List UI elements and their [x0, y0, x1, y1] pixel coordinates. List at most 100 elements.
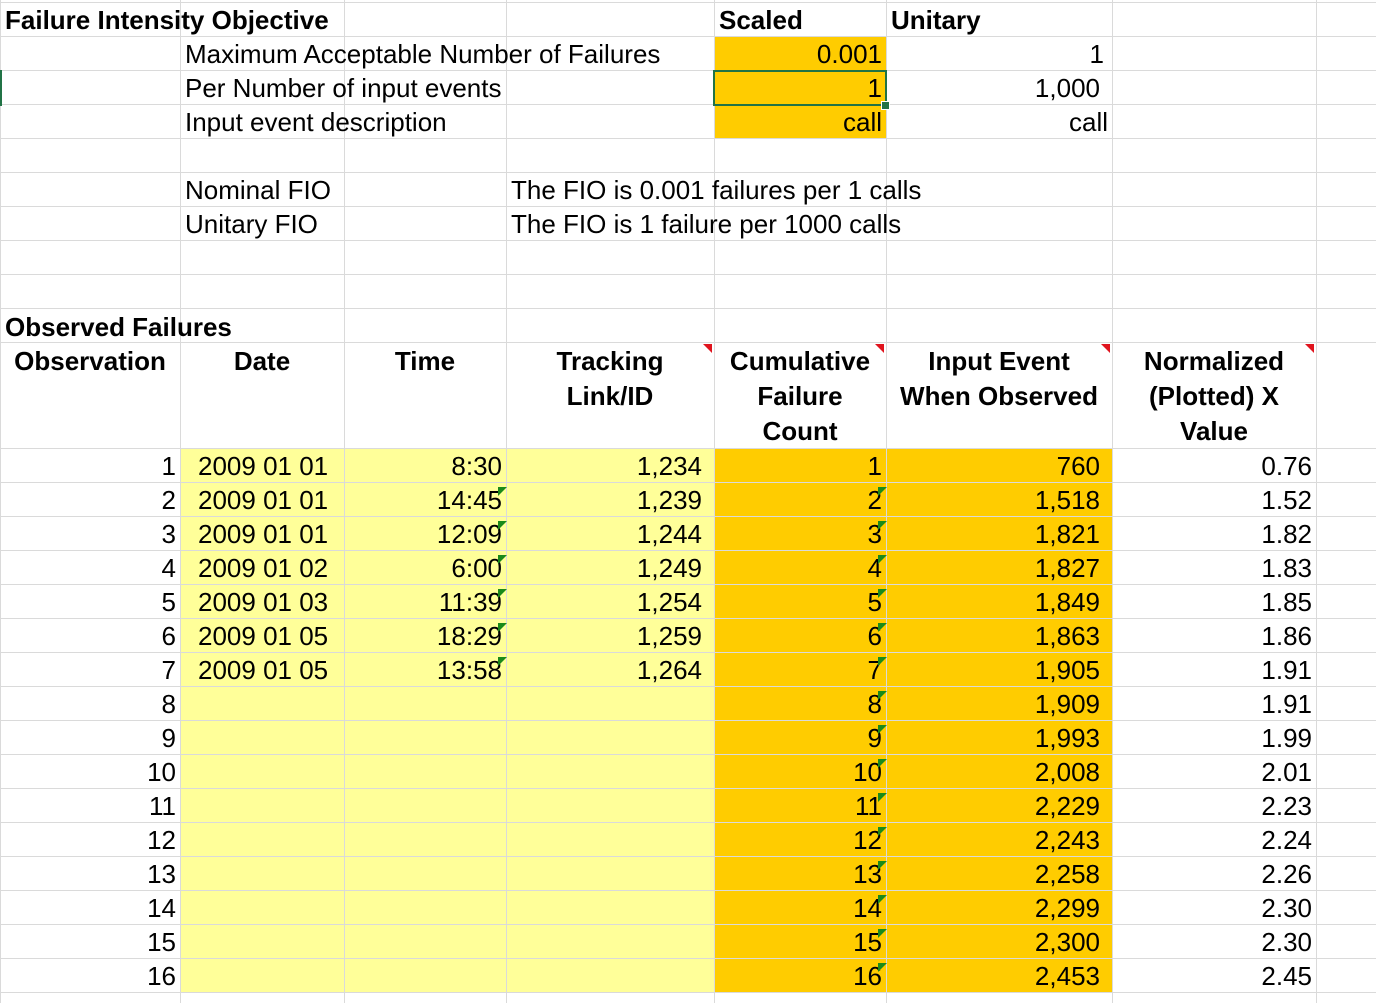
comment-indicator-cumulative[interactable]: [875, 344, 884, 353]
cell-observation[interactable]: 13: [147, 859, 176, 889]
cell-input-event[interactable]: 1,993: [1034, 723, 1100, 753]
cell-normalized-x[interactable]: 2.24: [1261, 825, 1312, 855]
error-indicator[interactable]: [498, 589, 507, 598]
cell-tracking-id[interactable]: [506, 755, 714, 789]
fio-unitary-input-events[interactable]: 1,000: [1034, 73, 1100, 103]
cell-normalized-x[interactable]: 2.01: [1261, 757, 1312, 787]
cell-date[interactable]: 2009 01 01: [198, 485, 329, 515]
cell-date[interactable]: 2009 01 05: [198, 655, 329, 685]
cell-normalized-x[interactable]: 0.76: [1261, 451, 1312, 481]
cell-observation[interactable]: 7: [161, 655, 176, 685]
comment-indicator-normalized[interactable]: [1305, 344, 1314, 353]
cell-observation[interactable]: 2: [161, 485, 176, 515]
cell-normalized-x[interactable]: 1.91: [1261, 689, 1312, 719]
cell-tracking-id[interactable]: 1,234: [636, 451, 702, 481]
cell-cumulative-count[interactable]: 3: [867, 519, 882, 549]
error-indicator[interactable]: [498, 555, 507, 564]
cell-time[interactable]: [344, 925, 506, 959]
cell-cumulative-count[interactable]: 1: [867, 451, 882, 481]
cell-input-event[interactable]: 2,300: [1034, 927, 1100, 957]
error-indicator[interactable]: [878, 623, 887, 632]
cell-normalized-x[interactable]: 2.23: [1261, 791, 1312, 821]
cell-observation[interactable]: 16: [147, 961, 176, 991]
cell-time[interactable]: [344, 755, 506, 789]
fio-scaled-event-description[interactable]: call: [842, 107, 882, 137]
cell-input-event[interactable]: 1,518: [1034, 485, 1100, 515]
error-indicator[interactable]: [498, 487, 507, 496]
cell-date[interactable]: 2009 01 03: [198, 587, 329, 617]
cell-input-event[interactable]: 1,909: [1034, 689, 1100, 719]
cell-cumulative-count[interactable]: 9: [867, 723, 882, 753]
cell-cumulative-count[interactable]: 16: [853, 961, 882, 991]
cell-date[interactable]: [180, 789, 344, 823]
cell-input-event[interactable]: 2,229: [1034, 791, 1100, 821]
cell-normalized-x[interactable]: 1.52: [1261, 485, 1312, 515]
error-indicator[interactable]: [878, 793, 887, 802]
cell-time[interactable]: [344, 959, 506, 993]
cell-observation[interactable]: 12: [147, 825, 176, 855]
cell-time[interactable]: [344, 857, 506, 891]
cell-time[interactable]: 6:00: [451, 553, 502, 583]
cell-cumulative-count[interactable]: 11: [855, 791, 882, 821]
cell-time[interactable]: [344, 823, 506, 857]
cell-date[interactable]: [180, 891, 344, 925]
cell-tracking-id[interactable]: 1,264: [636, 655, 702, 685]
cell-normalized-x[interactable]: 2.45: [1261, 961, 1312, 991]
cell-input-event[interactable]: 2,243: [1034, 825, 1100, 855]
cell-time[interactable]: 14:45: [436, 485, 502, 515]
cell-cumulative-count[interactable]: 2: [867, 485, 882, 515]
cell-tracking-id[interactable]: 1,244: [636, 519, 702, 549]
cell-normalized-x[interactable]: 1.85: [1261, 587, 1312, 617]
cell-normalized-x[interactable]: 1.91: [1261, 655, 1312, 685]
error-indicator[interactable]: [878, 691, 887, 700]
cell-observation[interactable]: 5: [161, 587, 176, 617]
cell-tracking-id[interactable]: 1,259: [636, 621, 702, 651]
cell-observation[interactable]: 8: [161, 689, 176, 719]
error-indicator[interactable]: [878, 759, 887, 768]
cell-tracking-id[interactable]: [506, 823, 714, 857]
cell-normalized-x[interactable]: 2.26: [1261, 859, 1312, 889]
active-cell-selection[interactable]: [713, 70, 887, 106]
cell-date[interactable]: 2009 01 01: [198, 519, 329, 549]
cell-input-event[interactable]: 2,008: [1034, 757, 1100, 787]
cell-time[interactable]: 18:29: [436, 621, 502, 651]
fill-handle[interactable]: [881, 101, 890, 110]
fio-unitary-max-failures[interactable]: 1: [1089, 39, 1104, 69]
cell-input-event[interactable]: 760: [1056, 451, 1100, 481]
cell-input-event[interactable]: 2,453: [1034, 961, 1100, 991]
cell-time[interactable]: 12:09: [436, 519, 502, 549]
fio-scaled-input-events[interactable]: 1: [867, 73, 882, 103]
fio-unitary-event-description[interactable]: call: [1068, 107, 1108, 137]
cell-observation[interactable]: 4: [161, 553, 176, 583]
fio-scaled-max-failures[interactable]: 0.001: [816, 39, 882, 69]
cell-date[interactable]: 2009 01 01: [198, 451, 329, 481]
comment-indicator-input-event[interactable]: [1101, 344, 1110, 353]
cell-cumulative-count[interactable]: 5: [867, 587, 882, 617]
cell-tracking-id[interactable]: [506, 789, 714, 823]
cell-time[interactable]: [344, 891, 506, 925]
cell-input-event[interactable]: 2,258: [1034, 859, 1100, 889]
cell-normalized-x[interactable]: 2.30: [1261, 893, 1312, 923]
cell-tracking-id[interactable]: [506, 857, 714, 891]
cell-time[interactable]: [344, 721, 506, 755]
cell-date[interactable]: 2009 01 02: [198, 553, 329, 583]
cell-date[interactable]: 2009 01 05: [198, 621, 329, 651]
cell-observation[interactable]: 10: [147, 757, 176, 787]
cell-cumulative-count[interactable]: 6: [867, 621, 882, 651]
cell-time[interactable]: 11:39: [438, 587, 502, 617]
cell-time[interactable]: [344, 687, 506, 721]
error-indicator[interactable]: [878, 725, 887, 734]
error-indicator[interactable]: [878, 589, 887, 598]
cell-observation[interactable]: 11: [149, 791, 176, 821]
cell-tracking-id[interactable]: [506, 721, 714, 755]
cell-normalized-x[interactable]: 1.86: [1261, 621, 1312, 651]
cell-input-event[interactable]: 1,863: [1034, 621, 1100, 651]
cell-cumulative-count[interactable]: 12: [853, 825, 882, 855]
cell-date[interactable]: [180, 687, 344, 721]
error-indicator[interactable]: [878, 521, 887, 530]
cell-date[interactable]: [180, 755, 344, 789]
cell-observation[interactable]: 6: [161, 621, 176, 651]
cell-date[interactable]: [180, 823, 344, 857]
error-indicator[interactable]: [878, 555, 887, 564]
